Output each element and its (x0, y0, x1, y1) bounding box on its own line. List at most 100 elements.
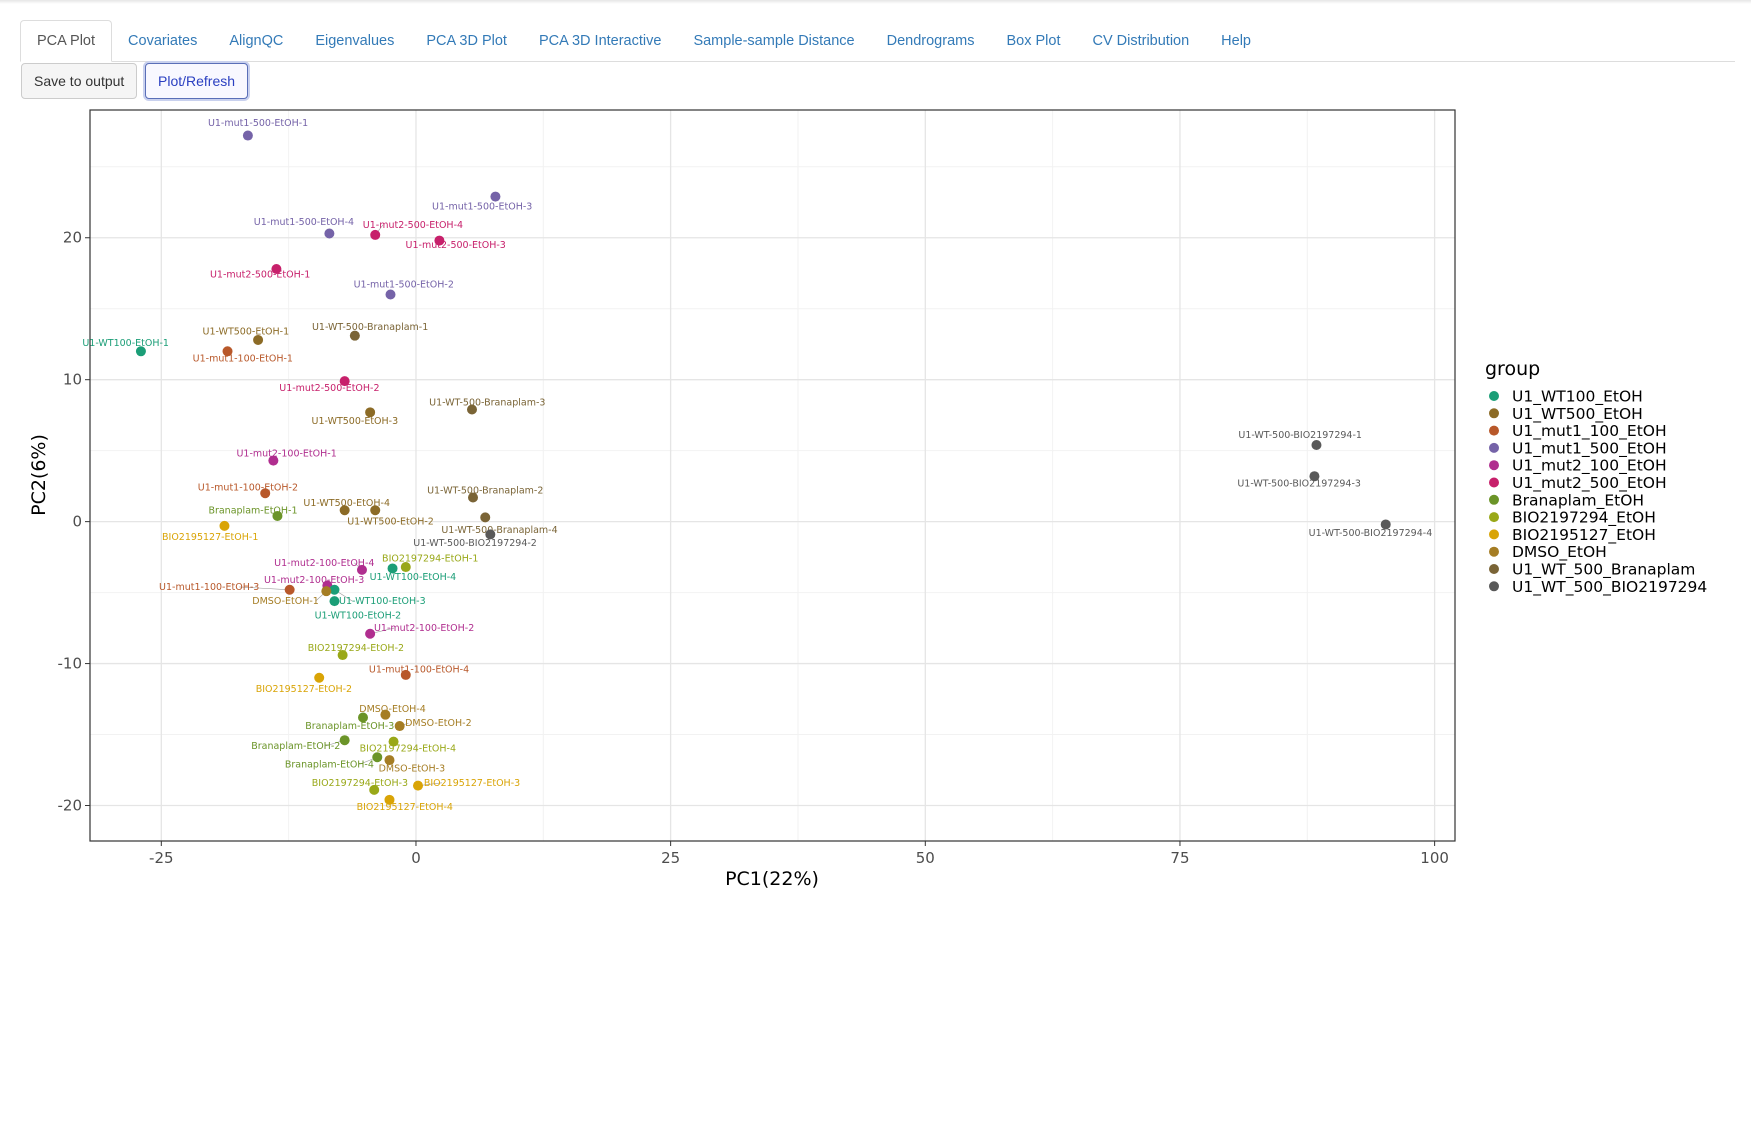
legend-label: U1_mut2_100_EtOH (1512, 457, 1667, 476)
tab-dendrograms[interactable]: Dendrograms (886, 33, 975, 49)
point-label: U1-WT500-EtOH-2 (347, 517, 434, 528)
x-tick-label: 25 (661, 849, 680, 867)
data-point (358, 712, 368, 723)
point-label: U1-WT500-EtOH-3 (312, 416, 399, 427)
legend-label: DMSO_EtOH (1512, 543, 1607, 562)
point-label: U1-mut2-500-EtOH-1 (210, 270, 310, 281)
legend-title: group (1485, 358, 1540, 380)
tab-covariates[interactable]: Covariates (128, 33, 198, 49)
data-point (490, 191, 501, 202)
legend-key (1489, 529, 1499, 540)
point-label: U1-mut1-100-EtOH-4 (369, 664, 469, 675)
point-label: U1-mut1-500-EtOH-4 (254, 217, 354, 228)
point-label: U1-WT100-EtOH-4 (370, 572, 457, 583)
grid-minor (90, 110, 1455, 841)
y-axis-title: PC2(6%) (28, 434, 50, 516)
tab-box-plot[interactable]: Box Plot (1006, 33, 1061, 49)
data-point (1309, 471, 1320, 482)
tab-sample-sample-distance[interactable]: Sample-sample Distance (693, 33, 855, 49)
data-point (370, 229, 381, 240)
point-label: U1-mut1-100-EtOH-1 (193, 353, 293, 364)
point-labels: U1-mut1-500-EtOH-1 U1-mut1-500-EtOH-3 U1-m… (82, 118, 1432, 813)
data-point (349, 330, 360, 341)
legend-label: U1_WT100_EtOH (1512, 388, 1643, 407)
point-label: U1-mut2-100-EtOH-2 (374, 623, 474, 634)
legend-key (1489, 442, 1499, 453)
legend-key (1489, 494, 1499, 505)
data-point (466, 404, 477, 415)
x-tick-label: 0 (411, 849, 421, 867)
data-point (135, 346, 146, 357)
point-label: U1-mut1-500-EtOH-2 (354, 280, 454, 291)
point-label: BIO2195127-EtOH-2 (256, 684, 352, 695)
point-label: U1-mut2-500-EtOH-4 (363, 220, 463, 231)
x-tick-label: 75 (1170, 849, 1189, 867)
legend-label: U1_mut1_100_EtOH (1512, 422, 1667, 441)
point-label: Branaplam-EtOH-3 (305, 721, 394, 732)
point-label: U1-WT100-EtOH-3 (339, 596, 426, 607)
plot-refresh-button[interactable]: Plot/Refresh (145, 63, 249, 99)
data-point (242, 130, 253, 141)
legend-label: U1_WT_500_BIO2197294 (1512, 578, 1707, 597)
data-point (384, 755, 395, 766)
legend-key (1489, 581, 1499, 592)
data-point (271, 263, 282, 274)
point-label: DMSO-EtOH-1 (252, 596, 319, 607)
point-label: DMSO-EtOH-3 (379, 764, 446, 775)
point-label: DMSO-EtOH-4 (359, 704, 426, 715)
tab-alignqc[interactable]: AlignQC (229, 33, 284, 49)
save-to-output-button[interactable]: Save to output (21, 63, 138, 99)
data-point (260, 488, 271, 499)
point-label: U1-WT100-EtOH-2 (315, 610, 402, 621)
top-shadow (0, 0, 1751, 4)
point-label: Branaplam-EtOH-4 (285, 759, 374, 770)
data-point (370, 505, 381, 516)
data-point (329, 596, 340, 607)
point-label: U1-WT-500-BIO2197294-3 (1237, 478, 1361, 489)
point-label: U1-WT-500-BIO2197294-2 (413, 538, 537, 549)
data-point (400, 669, 411, 680)
tab-pca-3d-plot[interactable]: PCA 3D Plot (426, 33, 507, 49)
tab-help[interactable]: Help (1221, 33, 1251, 49)
tab-pca-3d-interactive[interactable]: PCA 3D Interactive (538, 33, 662, 49)
x-tick-label: 100 (1420, 849, 1449, 867)
legend-label: Branaplam_EtOH (1512, 491, 1644, 510)
plot-panel-border (89, 109, 1456, 842)
y-tick-label: 20 (63, 229, 82, 247)
x-axis-title: PC1(22%) (725, 868, 819, 890)
legend-key (1489, 477, 1499, 488)
tab-pca-plot[interactable]: PCA Plot (20, 20, 113, 62)
data-point (468, 492, 479, 503)
legend-key (1489, 512, 1499, 523)
data-point (268, 455, 279, 466)
point-label: U1-WT-500-BIO2197294-4 (1309, 528, 1433, 539)
data-point (413, 780, 424, 791)
legend-label: U1_WT500_EtOH (1512, 405, 1643, 424)
point-label: BIO2197294-EtOH-3 (312, 778, 408, 789)
legend-label: BIO2197294_EtOH (1512, 509, 1656, 528)
data-point (394, 721, 405, 732)
point-label: BIO2197294-EtOH-4 (360, 744, 456, 755)
data-point (400, 562, 411, 573)
data-point (434, 235, 445, 246)
y-axis-ticks: -20 -10 0 10 20 (58, 229, 90, 815)
data-point (222, 346, 233, 357)
point-label: U1-WT500-EtOH-1 (203, 326, 290, 337)
data-point (339, 735, 350, 746)
point-label: U1-WT-500-Branaplam-1 (312, 322, 428, 333)
data-point (339, 505, 350, 516)
y-tick-label: -10 (58, 655, 83, 673)
plot-panel-background (90, 110, 1455, 841)
tab-cv-distribution[interactable]: CV Distribution (1092, 33, 1190, 49)
legend-key (1489, 425, 1499, 436)
data-point (324, 228, 335, 239)
legend: group U1_WT100_EtOHU1_WT500_EtOHU1_mut1_… (1485, 358, 1707, 597)
data-point (284, 584, 295, 595)
data-point (485, 529, 496, 540)
data-point (219, 520, 230, 531)
data-point (337, 650, 348, 661)
tab-eigenvalues[interactable]: Eigenvalues (315, 33, 395, 49)
point-label: U1-WT-500-Branaplam-4 (441, 525, 557, 536)
data-point (1380, 519, 1391, 530)
legend-label: U1_mut1_500_EtOH (1512, 439, 1667, 458)
